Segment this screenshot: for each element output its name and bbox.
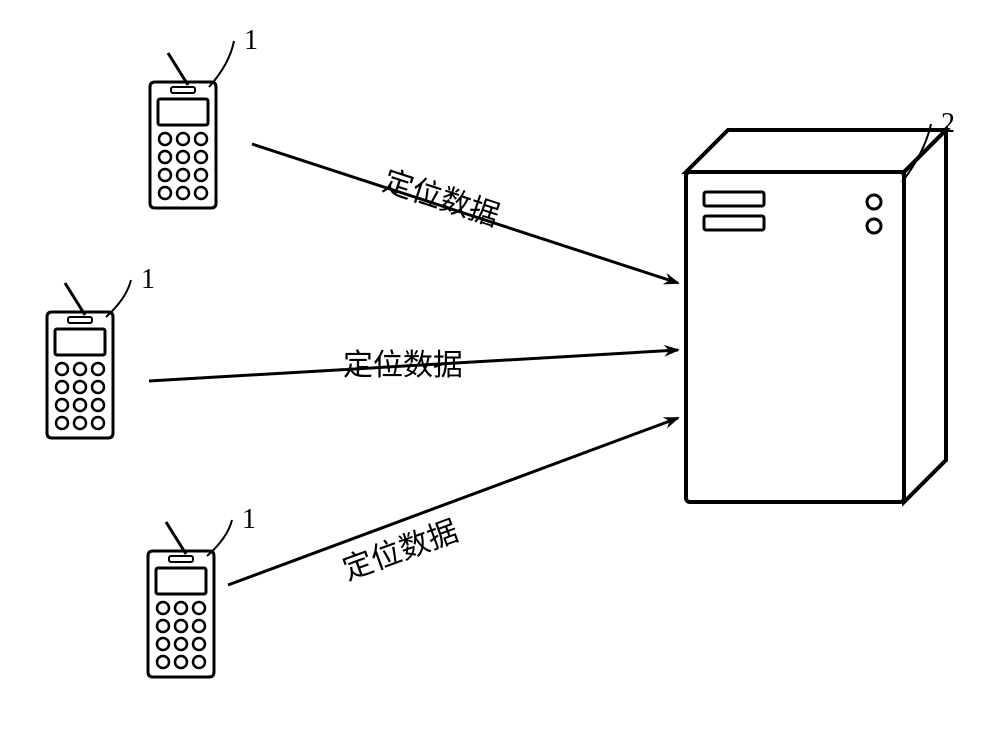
server-side xyxy=(904,130,946,502)
diagram-canvas: 定位数据定位数据定位数据 1112 xyxy=(0,0,1000,740)
server-button xyxy=(867,195,881,209)
mobile-phone-icon xyxy=(47,283,113,438)
arrow-label: 定位数据 xyxy=(343,340,463,384)
phone-ref-number: 1 xyxy=(242,504,256,536)
server-drive-slot xyxy=(704,192,764,206)
mobile-phone-icon xyxy=(148,522,214,677)
phone-ref-number: 1 xyxy=(244,25,258,57)
server-drive-slot xyxy=(704,216,764,230)
server-top xyxy=(686,130,946,172)
server-led xyxy=(867,219,881,233)
diagram-svg xyxy=(0,0,1000,740)
server-ref-number: 2 xyxy=(941,108,955,140)
mobile-phone-icon xyxy=(150,53,216,208)
leader-line xyxy=(209,41,234,87)
server-front xyxy=(686,172,904,502)
data-arrow xyxy=(228,418,678,585)
leader-line xyxy=(902,124,931,182)
phone-ref-number: 1 xyxy=(141,264,155,296)
